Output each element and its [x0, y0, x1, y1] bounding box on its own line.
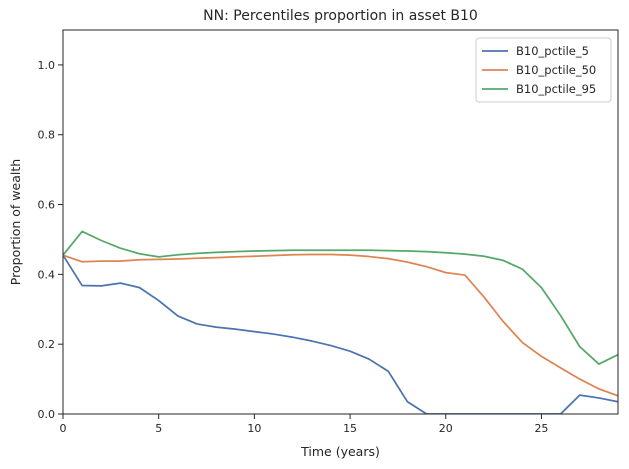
series-lines	[63, 230, 618, 414]
plot-frame	[62, 29, 619, 415]
axis-ticks: 0 5 10 15 20 25 0.0 0.2 0.4 0.6 0.8 1.0	[38, 59, 549, 435]
x-axis-label: Time (years)	[300, 444, 380, 459]
legend-label: B10_pctile_95	[516, 82, 596, 96]
legend-box	[475, 37, 612, 103]
x-tick-label: 5	[155, 422, 162, 435]
y-tick-label: 0.8	[38, 129, 56, 142]
y-tick-label: 0.2	[38, 338, 56, 351]
x-tick-label: 0	[60, 422, 67, 435]
legend: B10_pctile_5 B10_pctile_50 B10_pctile_95	[475, 37, 612, 103]
series-line-B10_pctile_95	[63, 230, 618, 365]
x-tick-label: 20	[439, 422, 453, 435]
series-line-B10_pctile_50	[63, 253, 618, 397]
x-tick-label: 15	[343, 422, 357, 435]
x-tick-label: 25	[534, 422, 548, 435]
y-tick-label: 0.4	[38, 268, 56, 281]
x-tick-label: 10	[247, 422, 261, 435]
y-tick-label: 0.6	[38, 199, 56, 212]
series-line-B10_pctile_5	[63, 254, 618, 414]
legend-label: B10_pctile_50	[516, 63, 596, 77]
y-tick-label: 1.0	[38, 59, 56, 72]
y-axis-label: Proportion of wealth	[8, 159, 23, 285]
legend-label: B10_pctile_5	[516, 44, 589, 58]
y-tick-label: 0.0	[38, 408, 56, 421]
chart-title: NN: Percentiles proportion in asset B10	[203, 8, 478, 24]
